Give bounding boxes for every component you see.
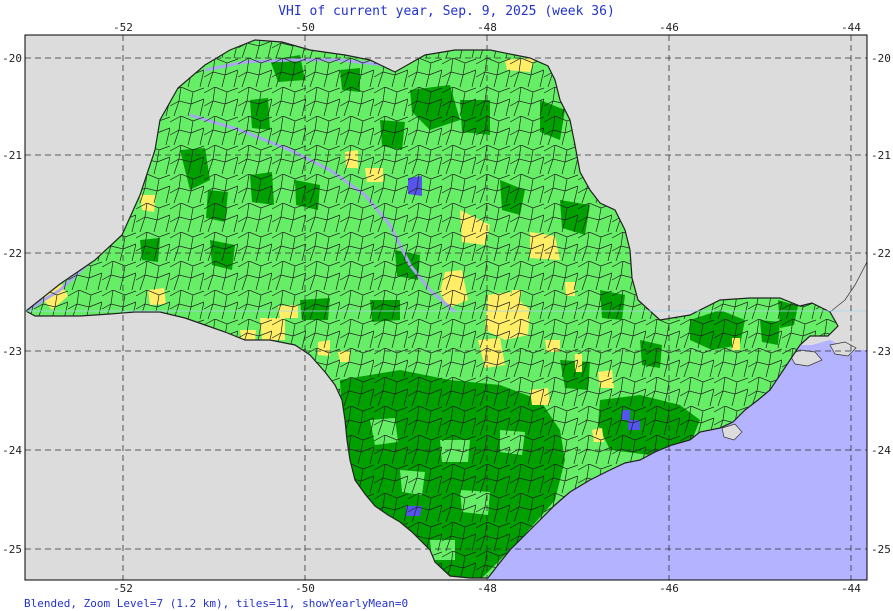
- lat-tick-label: -25: [2, 543, 22, 556]
- lat-tick-label: -23: [2, 345, 22, 358]
- lat-tick-label: -23: [871, 345, 891, 358]
- lon-tick-label: -48: [477, 21, 497, 34]
- lat-tick-label: -25: [871, 543, 891, 556]
- lat-tick-label: -21: [871, 149, 891, 162]
- lon-ticks-bottom: -52 -50 -48 -46 -44: [113, 582, 861, 595]
- map-title: VHI of current year, Sep. 9, 2025 (week …: [278, 4, 615, 19]
- lat-tick-label: -22: [2, 247, 22, 260]
- islands: [721, 341, 857, 441]
- lon-tick-label: -48: [477, 582, 497, 595]
- ocean: [488, 340, 867, 580]
- lon-tick-label: -50: [295, 21, 315, 34]
- lon-tick-label: -44: [841, 21, 861, 34]
- lat-tick-label: -20: [871, 52, 891, 65]
- lat-tick-label: -24: [2, 444, 22, 457]
- lat-tick-label: -20: [2, 52, 22, 65]
- lat-tick-label: -22: [871, 247, 891, 260]
- lon-tick-label: -44: [841, 582, 861, 595]
- lon-ticks-top: -52 -50 -48 -46 -44: [113, 21, 861, 34]
- lat-ticks-right: -20 -21 -22 -23 -24 -25: [871, 52, 891, 556]
- lat-ticks-left: -20 -21 -22 -23 -24 -25: [2, 52, 22, 556]
- neighbor-border: [829, 261, 867, 313]
- lat-tick-label: -21: [2, 149, 22, 162]
- lon-tick-label: -46: [659, 582, 679, 595]
- lon-tick-label: -52: [113, 21, 133, 34]
- graticule: [25, 35, 867, 580]
- lat-tick-label: -24: [871, 444, 891, 457]
- map-footer: Blended, Zoom Level=7 (1.2 km), tiles=11…: [24, 597, 409, 610]
- lon-tick-label: -52: [113, 582, 133, 595]
- lon-tick-label: -50: [295, 582, 315, 595]
- lon-tick-label: -46: [659, 21, 679, 34]
